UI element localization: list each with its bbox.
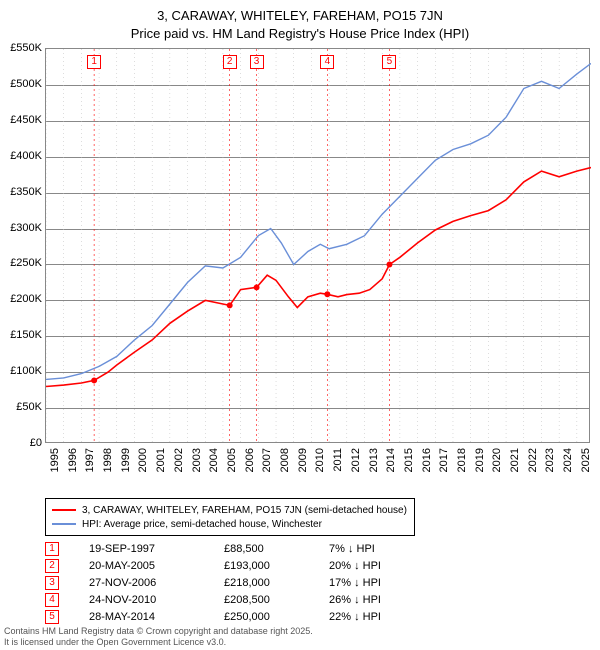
x-tick-label: 2018 [456,448,468,472]
x-tick-label: 1996 [67,448,79,472]
y-tick-label: £200K [10,293,42,305]
footer-line-1: Contains HM Land Registry data © Crown c… [4,626,313,637]
x-tick-label: 2001 [155,448,167,472]
x-tick-label: 2023 [544,448,556,472]
x-tick-label: 2017 [438,448,450,472]
legend-box: 3, CARAWAY, WHITELEY, FAREHAM, PO15 7JN … [45,498,415,536]
legend-label: HPI: Average price, semi-detached house,… [82,519,322,530]
x-tick-label: 2006 [244,448,256,472]
x-tick-label: 2005 [226,448,238,472]
sale-marker-2: 2 [223,55,237,69]
x-tick-label: 2011 [332,448,344,472]
footer-line-2: It is licensed under the Open Government… [4,637,313,648]
x-tick-label: 2003 [191,448,203,472]
tx-marker: 5 [45,610,59,624]
tx-diff: 17% ↓ HPI [329,577,429,589]
tx-marker: 4 [45,593,59,607]
x-tick-label: 2021 [509,448,521,472]
y-tick-label: £300K [10,222,42,234]
x-tick-label: 1995 [49,448,61,472]
legend-label: 3, CARAWAY, WHITELEY, FAREHAM, PO15 7JN … [82,505,407,516]
x-tick-label: 1997 [84,448,96,472]
x-tick-label: 2022 [527,448,539,472]
sale-marker-3: 3 [250,55,264,69]
x-tick-label: 2020 [491,448,503,472]
y-tick-label: £50K [16,401,42,413]
tx-marker: 3 [45,576,59,590]
y-tick-label: £250K [10,257,42,269]
sale-marker-1: 1 [87,55,101,69]
x-tick-label: 1999 [120,448,132,472]
tx-date: 19-SEP-1997 [89,543,224,555]
x-tick-label: 2004 [208,448,220,472]
series-red [46,168,591,387]
tx-date: 28-MAY-2014 [89,611,224,623]
y-tick-label: £500K [10,78,42,90]
y-tick-label: £0 [30,437,42,449]
y-tick-label: £450K [10,114,42,126]
tx-price: £218,000 [224,577,329,589]
tx-date: 20-MAY-2005 [89,560,224,572]
x-tick-label: 2009 [297,448,309,472]
chart-svg [46,49,591,444]
transaction-row: 2 20-MAY-2005£193,00020% ↓ HPI [45,557,429,574]
transactions-table: 119-SEP-1997£88,5007% ↓ HPI220-MAY-2005£… [45,540,429,625]
x-tick-label: 1998 [102,448,114,472]
x-tick-label: 2016 [421,448,433,472]
tx-diff: 22% ↓ HPI [329,611,429,623]
tx-date: 24-NOV-2010 [89,594,224,606]
transaction-row: 5 28-MAY-2014£250,00022% ↓ HPI [45,608,429,625]
x-tick-label: 2019 [474,448,486,472]
tx-price: £208,500 [224,594,329,606]
x-tick-label: 2007 [261,448,273,472]
chart-subtitle: Price paid vs. HM Land Registry's House … [0,26,600,41]
legend-swatch [52,523,76,525]
tx-diff: 7% ↓ HPI [329,543,429,555]
y-tick-label: £400K [10,150,42,162]
legend-row: HPI: Average price, semi-detached house,… [52,517,408,531]
x-tick-label: 2008 [279,448,291,472]
tx-diff: 20% ↓ HPI [329,560,429,572]
tx-diff: 26% ↓ HPI [329,594,429,606]
legend-swatch [52,509,76,511]
y-tick-label: £150K [10,329,42,341]
x-tick-label: 2014 [385,448,397,472]
sale-marker-4: 4 [320,55,334,69]
x-tick-label: 2024 [562,448,574,472]
x-tick-label: 2015 [403,448,415,472]
x-tick-label: 2013 [368,448,380,472]
x-tick-label: 2002 [173,448,185,472]
sale-marker-5: 5 [382,55,396,69]
transaction-row: 4 24-NOV-2010£208,50026% ↓ HPI [45,591,429,608]
tx-price: £88,500 [224,543,329,555]
x-tick-label: 2000 [137,448,149,472]
x-tick-label: 2025 [580,448,592,472]
y-tick-label: £100K [10,365,42,377]
y-tick-label: £550K [10,42,42,54]
chart-title: 3, CARAWAY, WHITELEY, FAREHAM, PO15 7JN [0,8,600,23]
footer-text: Contains HM Land Registry data © Crown c… [4,626,313,648]
tx-price: £250,000 [224,611,329,623]
tx-marker: 2 [45,559,59,573]
transaction-row: 3 27-NOV-2006£218,00017% ↓ HPI [45,574,429,591]
legend-row: 3, CARAWAY, WHITELEY, FAREHAM, PO15 7JN … [52,503,408,517]
transaction-row: 1 19-SEP-1997£88,5007% ↓ HPI [45,540,429,557]
x-tick-label: 2012 [350,448,362,472]
tx-marker: 1 [45,542,59,556]
tx-date: 27-NOV-2006 [89,577,224,589]
price-chart-container: 3, CARAWAY, WHITELEY, FAREHAM, PO15 7JN … [0,0,600,650]
x-tick-label: 2010 [314,448,326,472]
series-blue [46,63,591,379]
tx-price: £193,000 [224,560,329,572]
y-tick-label: £350K [10,186,42,198]
plot-area: 12345 [45,48,590,443]
